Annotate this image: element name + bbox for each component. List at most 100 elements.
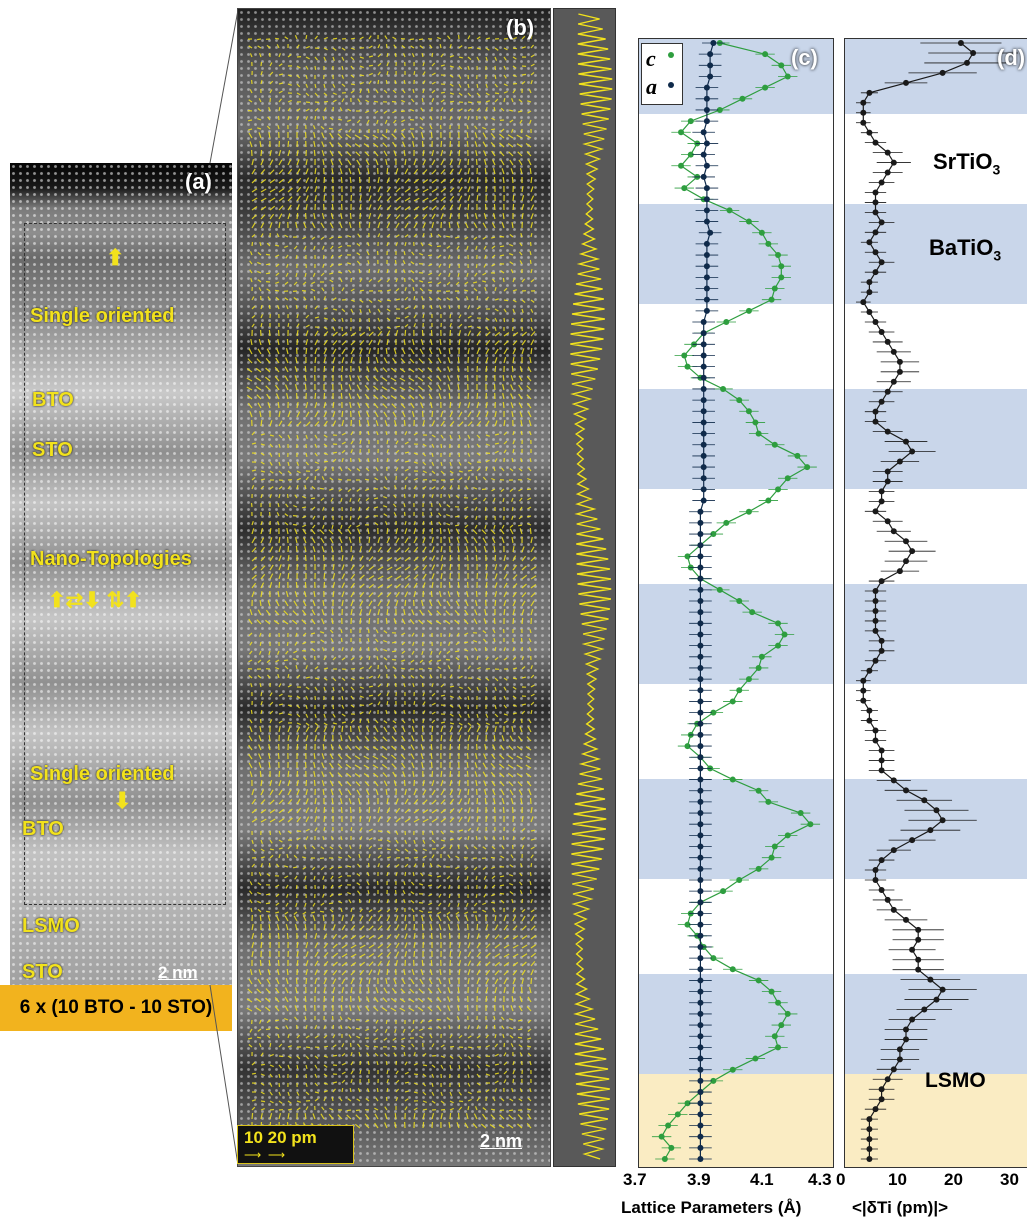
polarization-arrow [338,159,343,166]
polarization-arrow [305,452,308,458]
polarization-arrow [447,35,451,40]
polarization-arrow [337,754,343,760]
series-dti-point [909,837,916,844]
polarization-arrow [295,272,298,278]
polarization-arrow [421,52,424,58]
polarization-arrow [260,941,263,949]
polarization-arrow [331,167,334,175]
polarization-arrow [368,617,371,625]
polarization-arrow [440,1055,445,1059]
polarization-arrow [287,150,291,157]
polarization-arrow [467,339,471,346]
polarization-arrow [509,243,514,247]
polarization-arrow [377,847,382,850]
polarization-arrow [512,925,518,931]
polarization-arrow [404,839,407,845]
polarization-arrow [511,725,514,733]
polarization-arrow [467,960,472,967]
polarization-arrow [512,953,519,958]
polarization-arrow [395,440,399,445]
polarization-arrow [278,169,284,175]
polarization-arrow [332,656,337,661]
polarization-arrow [476,1073,480,1078]
polarization-arrow [476,978,480,985]
polarization-arrow [403,339,406,346]
polarization-arrow [485,924,489,931]
polarization-arrow [301,619,307,625]
polarization-arrow [305,1106,309,1111]
polarization-arrow [347,1025,352,1030]
polarization-arrow [322,506,325,511]
polarization-arrow [350,1052,353,1057]
polarization-arrow [518,1098,523,1102]
polarization-arrow [293,504,298,508]
polarization-arrow [294,375,298,382]
panel-d-svg [845,39,1027,1167]
polarization-arrow [520,419,523,427]
polarization-arrow [476,951,482,958]
polarization-arrow [483,116,487,121]
polarization-arrow [435,620,442,625]
polarization-arrow [458,722,463,726]
polarization-arrow [321,618,325,625]
polarization-arrow [464,632,469,636]
polarization-arrow [427,281,433,284]
polarization-arrow [517,1028,523,1031]
polarization-arrow [439,527,442,535]
legend-c-marker [668,52,674,58]
polarization-arrow [404,241,407,247]
label-sto-1: STO [32,439,73,461]
polarization-arrow [257,978,262,985]
polarization-arrow [304,996,307,1003]
polarization-arrow [519,890,523,895]
series-dti-point [866,1156,873,1162]
series-a-point [697,977,704,984]
polarization-arrow [519,251,523,256]
polarization-arrow [393,618,397,625]
polarization-arrow [512,935,519,940]
polarization-arrow [260,537,265,544]
polarization-arrow [284,1017,289,1021]
polarization-arrow [458,83,462,88]
polarization-arrow [440,726,444,733]
polarization-arrow [265,619,271,625]
polarization-arrow [368,308,371,313]
polarization-arrow [512,712,518,715]
polarization-arrow [437,600,442,607]
polarization-arrow [494,646,497,652]
polarization-arrow [412,1019,415,1025]
polarization-arrow [502,806,505,814]
sto-band [845,974,1027,1074]
polarization-arrow [278,789,283,796]
polarization-arrow [476,392,479,400]
polarization-arrow [422,537,426,544]
polarization-arrow [458,402,461,409]
polarization-arrow [251,582,257,589]
polarization-arrow [410,261,415,265]
series-c-point [678,162,685,169]
polarization-arrow [305,942,309,949]
polarization-arrow [251,305,256,310]
polarization-arrow [530,806,533,814]
polarization-arrow [274,610,280,616]
polarization-arrow [431,1064,436,1068]
polarization-arrow [305,977,308,985]
polarization-arrow [476,56,480,61]
polarization-arrow [284,996,289,1003]
polarization-arrow [251,1112,254,1120]
polarization-arrow [341,934,347,940]
polarization-arrow [296,477,301,481]
polarization-arrow [278,847,283,850]
polarization-arrow [250,338,253,346]
polarization-arrow [493,797,496,805]
polarization-arrow [419,252,424,256]
polarization-arrow [417,376,424,382]
series-a-point [697,598,704,604]
polarization-arrow [519,996,523,1003]
polarization-arrow [420,744,424,751]
polarization-arrow [260,178,267,184]
polarization-arrow [530,317,533,323]
polarization-arrow [340,1004,343,1012]
polarization-arrow [530,609,534,616]
polarization-arrow [431,150,435,157]
